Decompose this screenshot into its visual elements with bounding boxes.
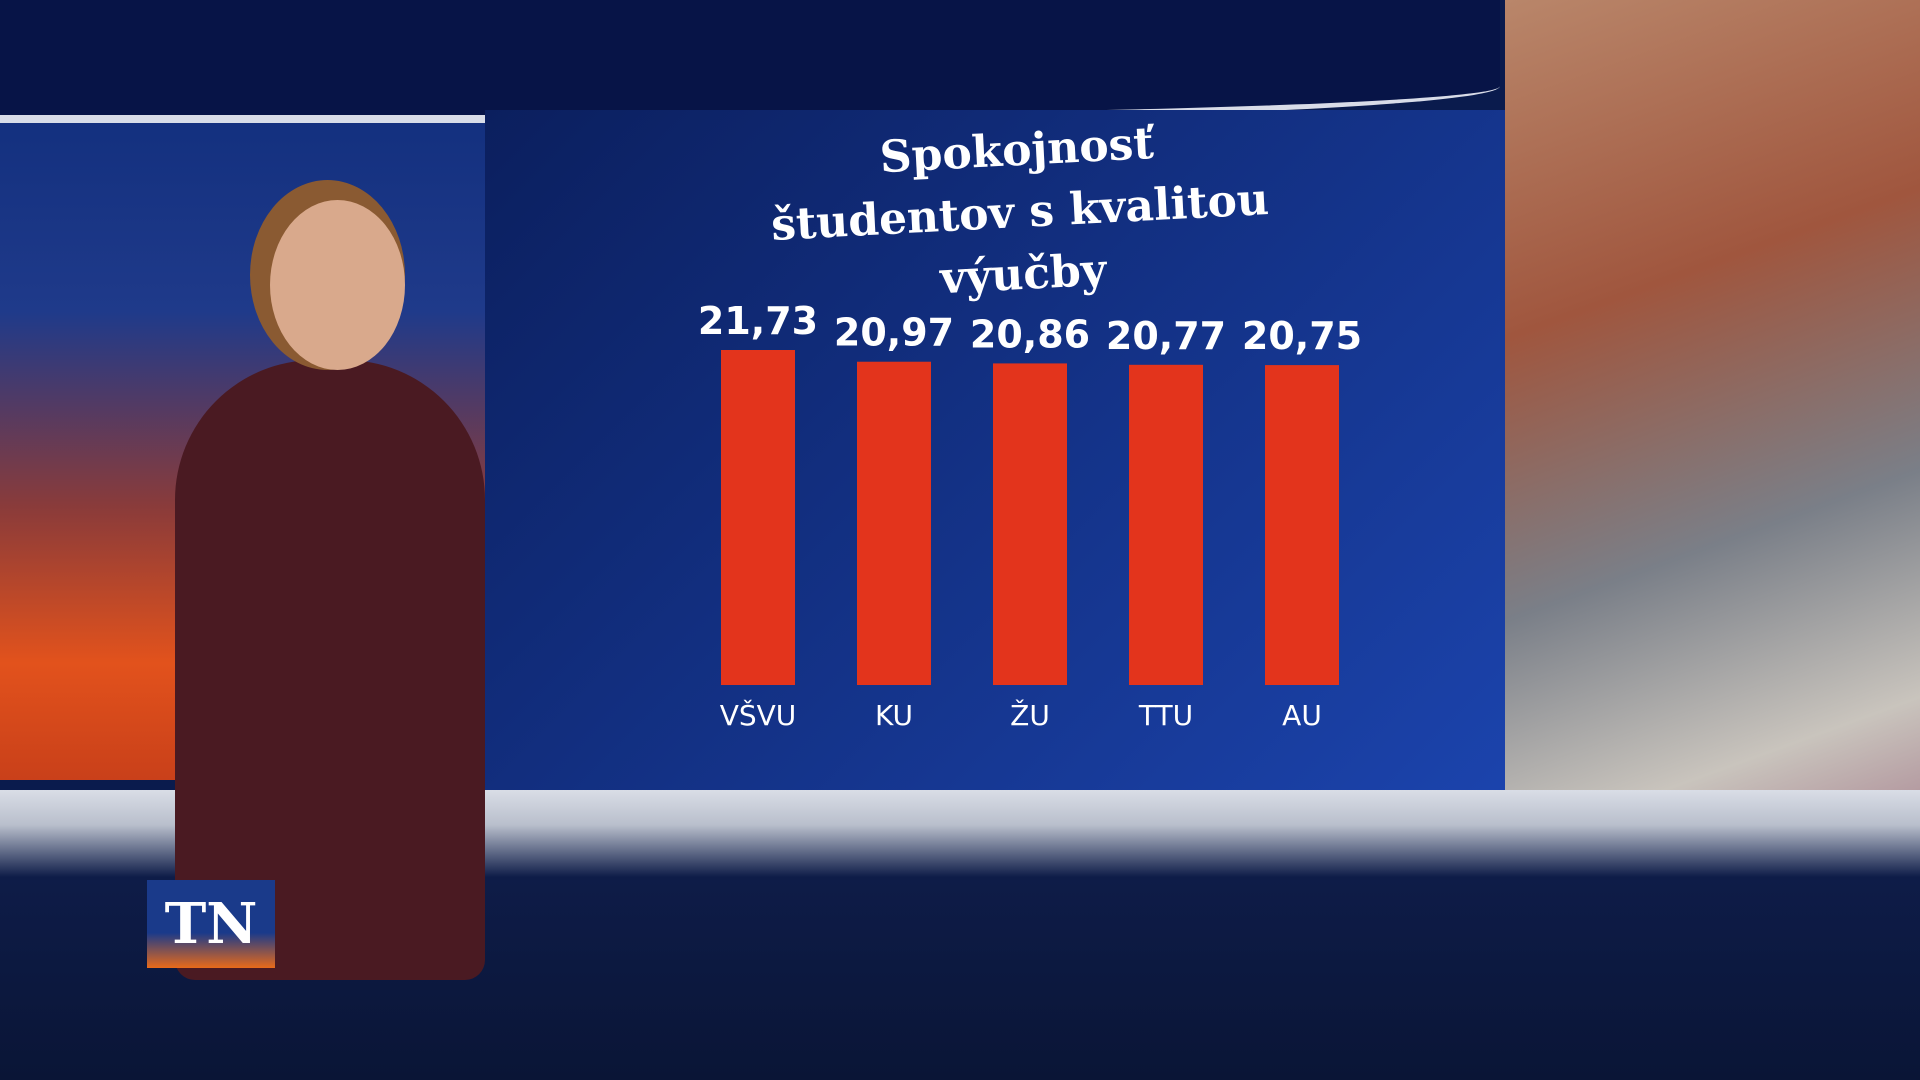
value-label: 20,86	[970, 312, 1090, 356]
bar	[1265, 365, 1339, 685]
value-label: 20,75	[1242, 314, 1362, 358]
x-tick-label: AU	[1282, 699, 1322, 732]
bar	[1129, 364, 1203, 685]
bar	[993, 363, 1067, 685]
value-label: 20,97	[834, 311, 954, 355]
bar	[857, 361, 931, 685]
x-tick-label: KU	[875, 699, 913, 732]
presenter	[175, 360, 485, 980]
x-tick-label: ŽU	[1010, 698, 1050, 732]
channel-logo: TN	[147, 880, 275, 968]
bar	[721, 350, 795, 685]
x-tick-label: VŠVU	[720, 698, 797, 732]
x-tick-label: TTU	[1138, 699, 1193, 732]
presenter-head	[270, 200, 405, 370]
value-label: 20,77	[1106, 314, 1226, 358]
value-label: 21,73	[698, 299, 818, 343]
